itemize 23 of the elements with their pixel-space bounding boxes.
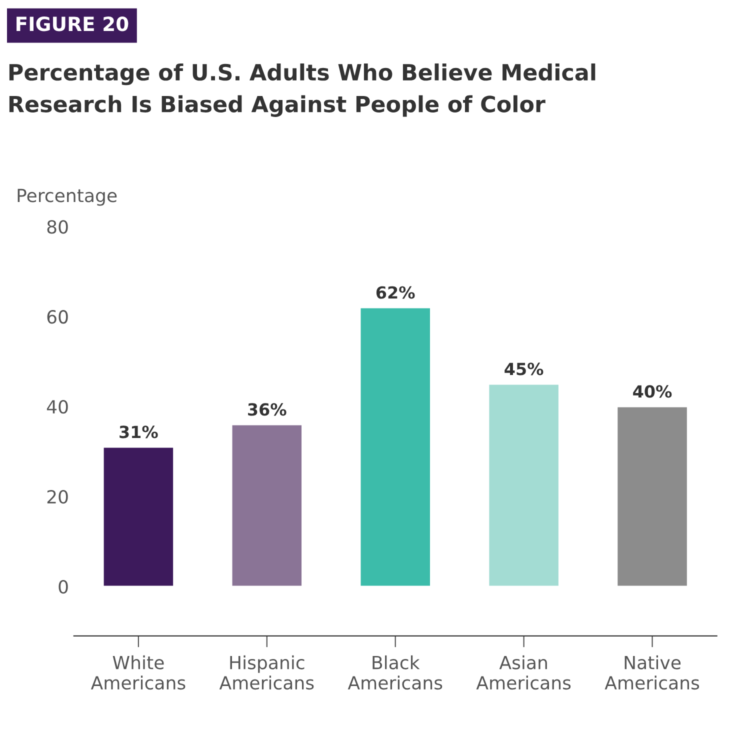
y-tick-label: 80 (47, 220, 68, 234)
data-label: 31% (120, 426, 158, 438)
y-tick-label: 0 (58, 580, 68, 594)
y-tick-label: 20 (47, 490, 68, 504)
data-label: 36% (248, 403, 286, 416)
bar (230, 424, 303, 588)
data-label: 40% (633, 385, 672, 398)
x-tick-label: Black Americans (348, 655, 442, 690)
x-tick-label: White Americans (90, 655, 186, 690)
data-label: 45% (504, 362, 544, 376)
bar (488, 383, 560, 588)
y-tick-label: 40 (46, 400, 68, 414)
y-tick-label: 60 (47, 310, 68, 324)
x-tick-label: Hispanic Americans (219, 655, 314, 690)
y-axis-title: Percentage (18, 188, 117, 206)
x-tick-label: Asian Americans (476, 655, 571, 690)
bar (102, 446, 174, 588)
caption: FIGURE 20 (16, 16, 128, 32)
x-tick-label: Native Americans (604, 655, 700, 690)
data-label: 62% (376, 286, 415, 299)
bar (359, 306, 432, 588)
bar (616, 406, 688, 588)
chart-title: Percentage of U.S. Adults Who Believe Medical Research Is Biased Against People of Color (9, 63, 596, 117)
